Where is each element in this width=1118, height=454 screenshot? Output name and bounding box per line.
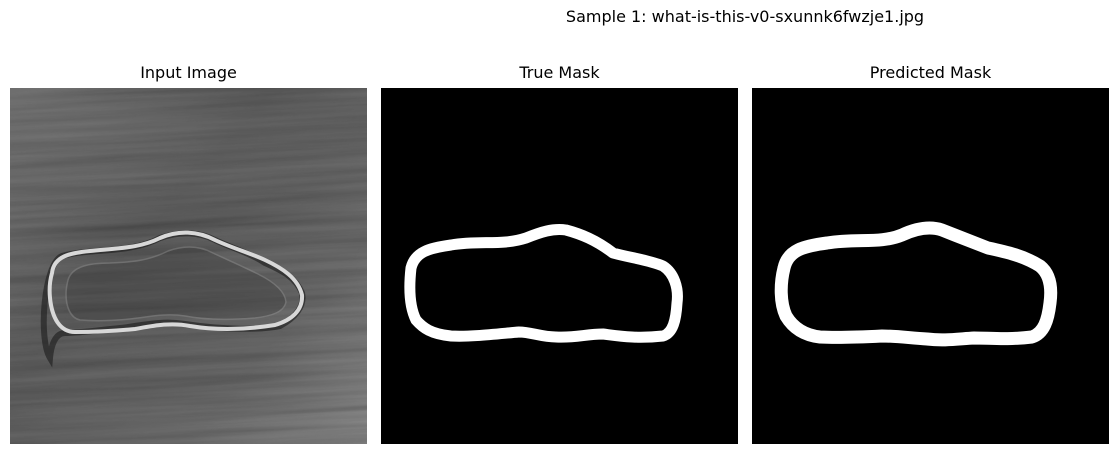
cutter-outline [47,230,305,335]
predicted-mask-image [752,88,1109,444]
panel-title-input: Input Image [140,63,237,82]
wood-texture-image [10,88,367,444]
true-mask-image [381,88,738,444]
panel-title-true-mask: True Mask [519,63,600,82]
predicted-mask-outline [752,88,1109,444]
input-image [10,88,367,444]
true-mask-outline [381,88,738,444]
panel-title-predicted-mask: Predicted Mask [869,63,992,82]
figure-suptitle: Sample 1: what-is-this-v0-sxunnk6fwzje1.… [565,7,925,26]
cutter-inner [65,246,287,322]
